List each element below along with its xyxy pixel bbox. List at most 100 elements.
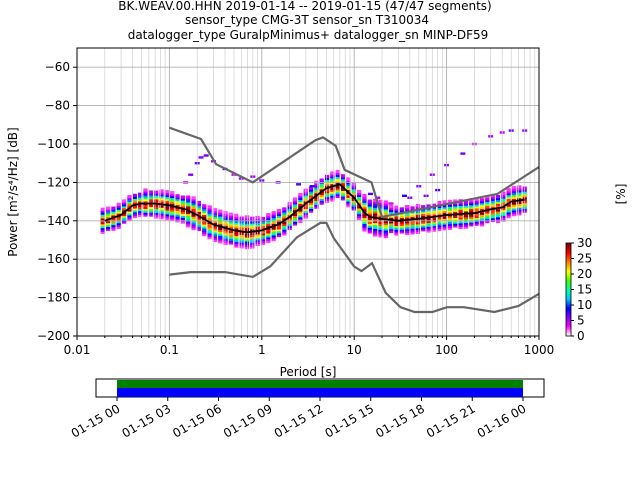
colorbar-tick-label: 25	[577, 252, 592, 266]
x-tick-label: 10	[347, 343, 362, 357]
histogram-cell	[212, 211, 218, 216]
histogram-cell	[415, 213, 420, 217]
histogram-cell	[469, 223, 474, 227]
histogram-cell	[228, 231, 234, 235]
histogram-cell	[389, 226, 394, 230]
histogram-cell	[218, 223, 223, 227]
histogram-cell	[426, 208, 431, 212]
histogram-cell	[357, 205, 362, 209]
histogram-cell	[164, 193, 169, 198]
histogram-cell	[511, 209, 517, 213]
histogram-cell	[410, 229, 415, 233]
histogram-cell	[212, 233, 218, 237]
histogram-cell	[426, 225, 431, 229]
histogram-cell	[501, 208, 506, 213]
histogram-cell	[308, 205, 314, 209]
histogram-cell	[191, 217, 196, 221]
histogram-cell	[324, 199, 330, 204]
histogram-cell	[143, 200, 148, 204]
histogram-cell	[132, 197, 137, 201]
histogram-cell	[143, 190, 148, 194]
histogram-cell	[463, 206, 469, 210]
histogram-cell	[132, 214, 137, 219]
histogram-cell	[501, 195, 506, 199]
histogram-cell	[357, 189, 362, 194]
histogram-cell	[111, 214, 116, 218]
histogram-cell	[511, 201, 517, 205]
histogram-cell	[202, 223, 207, 227]
histogram-cell	[122, 199, 127, 203]
histogram-cell	[517, 185, 522, 189]
histogram-cell	[234, 213, 239, 217]
histogram-cell	[367, 201, 372, 205]
histogram-cell	[191, 213, 196, 217]
histogram-cell	[292, 208, 298, 213]
histogram-cell	[362, 201, 367, 205]
histogram-cell	[298, 200, 303, 204]
histogram-cell	[292, 203, 298, 207]
histogram-cell	[501, 218, 506, 222]
histogram-cell	[100, 213, 105, 217]
histogram-cell	[164, 195, 169, 200]
histogram-cell	[159, 198, 164, 203]
histogram-cell	[495, 200, 501, 204]
histogram-cell	[218, 209, 223, 213]
histogram-cell	[335, 171, 340, 176]
histogram-cell	[373, 206, 378, 210]
histogram-cell	[154, 198, 159, 202]
histogram-cell	[399, 216, 404, 221]
colorbar-segment	[566, 295, 571, 298]
histogram-cell	[506, 192, 511, 196]
colorbar-segment	[566, 314, 571, 317]
histogram-cell	[266, 236, 271, 240]
histogram-cell	[389, 224, 394, 228]
colorbar-tick-label: 20	[577, 267, 592, 281]
histogram-cell	[292, 199, 298, 203]
histogram-cell	[105, 210, 111, 214]
histogram-cell	[218, 238, 223, 242]
histogram-cell	[186, 210, 191, 215]
histogram-cell	[191, 207, 196, 211]
histogram-cell	[373, 198, 378, 203]
histogram-cell	[282, 211, 287, 215]
histogram-cell	[164, 199, 169, 203]
histogram-cell	[271, 214, 276, 219]
histogram-cell	[159, 206, 164, 210]
histogram-cell	[244, 244, 250, 248]
histogram-cell	[378, 228, 383, 232]
histogram-cell	[362, 203, 367, 207]
histogram-cell	[490, 215, 495, 219]
histogram-cell	[223, 234, 228, 238]
histogram-cell	[314, 186, 319, 190]
histogram-cell	[116, 223, 121, 228]
histogram-cell	[282, 215, 287, 219]
histogram-cell	[490, 203, 495, 207]
histogram-cell	[319, 184, 324, 188]
histogram-cell	[271, 230, 276, 234]
histogram-cell	[346, 194, 351, 198]
colorbar-segment	[566, 283, 571, 286]
plot-frame	[76, 47, 540, 337]
histogram-cell	[105, 208, 111, 212]
histogram-cell	[276, 208, 282, 213]
histogram-cell	[335, 192, 340, 197]
histogram-cell	[282, 209, 287, 213]
histogram-cell	[292, 212, 298, 217]
histogram-cell	[383, 202, 388, 206]
histogram-cell	[335, 175, 340, 179]
histogram-cell	[202, 206, 207, 210]
histogram-cell	[175, 213, 180, 217]
histogram-cell	[324, 194, 330, 198]
histogram-cell	[362, 193, 367, 198]
histogram-cell	[340, 197, 346, 201]
histogram-cell	[138, 209, 143, 214]
histogram-cell	[383, 229, 388, 233]
histogram-cell	[234, 242, 239, 246]
histogram-cell	[378, 234, 383, 238]
colorbar-segment	[566, 280, 571, 283]
histogram-cell	[196, 208, 201, 212]
histogram-cell	[250, 218, 255, 222]
histogram-cell	[373, 225, 378, 229]
histogram-cell	[105, 225, 111, 229]
histogram-cell	[105, 221, 111, 226]
